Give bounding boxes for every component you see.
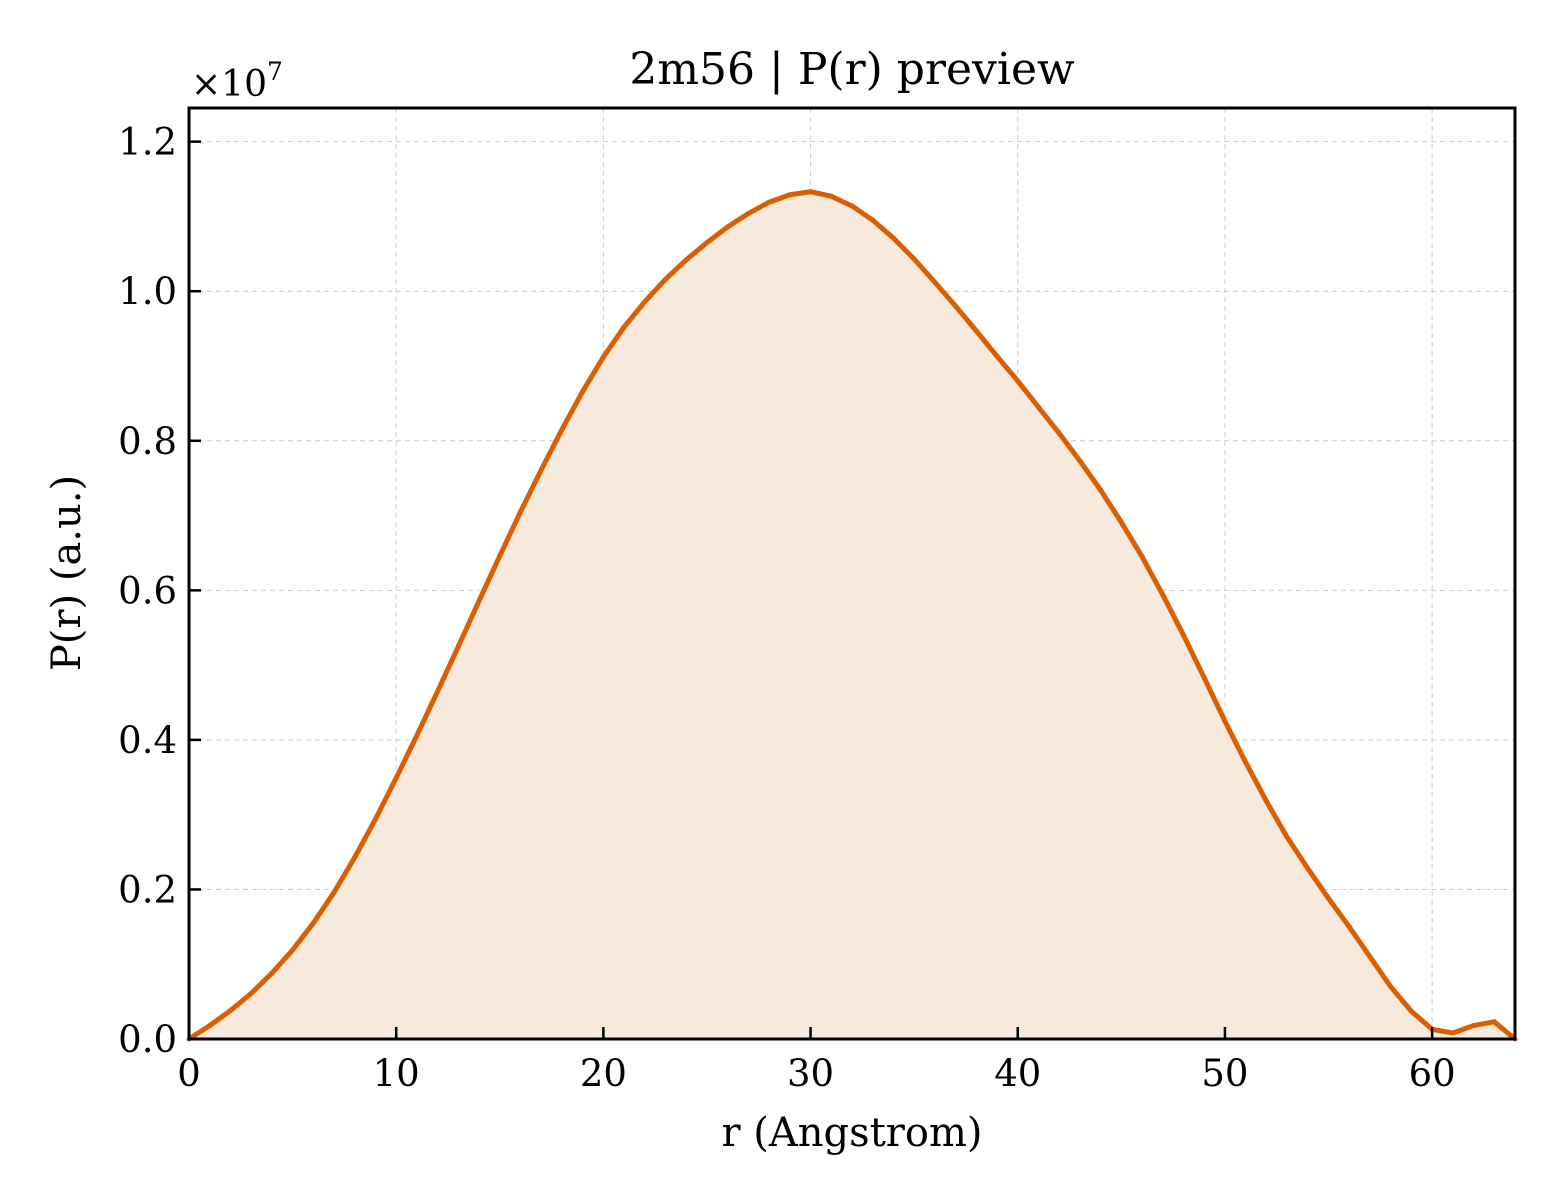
- y-tick-label: 0.0: [118, 1018, 177, 1061]
- y-axis-label: P(r) (a.u.): [44, 475, 90, 671]
- pr-data-point: [476, 598, 482, 604]
- pr-data-point: [290, 947, 296, 953]
- pr-data-point: [1077, 458, 1083, 464]
- y-tick-label: 1.0: [118, 270, 177, 313]
- pr-data-point: [1367, 954, 1373, 960]
- pr-data-point: [994, 353, 1000, 359]
- pr-data-point: [559, 427, 565, 433]
- chart-title: 2m56 | P(r) preview: [629, 44, 1075, 95]
- pr-area-fill: [189, 191, 1515, 1039]
- x-axis-label: r (Angstrom): [721, 1110, 982, 1156]
- pr-data-point: [911, 256, 917, 262]
- pr-data-point: [725, 224, 731, 230]
- pr-data-point: [1450, 1030, 1456, 1036]
- pr-data-point: [455, 643, 461, 649]
- pr-data-point: [787, 192, 793, 198]
- pr-data-point: [1243, 759, 1249, 765]
- pr-data-point: [372, 816, 378, 822]
- pr-data-point: [1471, 1023, 1477, 1029]
- pr-data-point: [600, 354, 606, 360]
- pr-data-point: [973, 328, 979, 334]
- pr-data-point: [1201, 675, 1207, 681]
- pr-data-point: [828, 193, 834, 199]
- x-tick-labels: 0 10 20 30 40 50 60: [177, 1052, 1455, 1095]
- pr-data-point: [745, 210, 751, 216]
- pr-data-point: [1326, 895, 1332, 901]
- x-tick-label: 0: [177, 1052, 201, 1095]
- x-tick-label: 30: [787, 1052, 834, 1095]
- x-tick-label: 10: [373, 1052, 420, 1095]
- pr-data-point: [621, 324, 627, 330]
- x-tick-label: 50: [1201, 1052, 1248, 1095]
- pr-data-point: [1284, 834, 1290, 840]
- pr-data-point: [808, 189, 814, 195]
- pr-data-point: [849, 203, 855, 209]
- x-tick-label: 40: [994, 1052, 1041, 1095]
- pr-data-point: [227, 1008, 233, 1014]
- y-scale-multiplier: ×107: [191, 57, 283, 105]
- y-tick-label: 0.6: [118, 569, 177, 612]
- pr-data-point: [1098, 487, 1104, 493]
- pr-data-point: [1263, 798, 1269, 804]
- y-scale-exponent: 7: [267, 57, 283, 86]
- pr-data-point: [1139, 554, 1145, 560]
- x-tick-label: 60: [1409, 1052, 1456, 1095]
- pr-data-point: [414, 732, 420, 738]
- pr-data-point: [435, 688, 441, 694]
- y-tick-labels: 0.0 0.2 0.4 0.6 0.8 1.0 1.2: [118, 121, 177, 1061]
- pr-data-point: [704, 240, 710, 246]
- pr-data-point: [766, 199, 772, 205]
- pr-data-point: [890, 235, 896, 241]
- pr-data-point: [352, 854, 358, 860]
- y-tick-label: 0.4: [118, 719, 177, 762]
- pr-data-point: [1222, 718, 1228, 724]
- pr-data-point: [580, 388, 586, 394]
- pr-data-point: [663, 276, 669, 282]
- pr-data-point: [953, 303, 959, 309]
- pr-data-point: [1346, 924, 1352, 930]
- y-tick-label: 1.2: [118, 121, 177, 164]
- pr-data-point: [248, 990, 254, 996]
- pr-data-point: [683, 257, 689, 263]
- pr-data-point: [642, 299, 648, 305]
- pr-data-point: [1305, 866, 1311, 871]
- x-tick-label: 20: [580, 1052, 627, 1095]
- pr-data-point: [269, 970, 275, 976]
- pr-data-point: [1160, 592, 1166, 598]
- y-scale-base: ×10: [191, 64, 267, 105]
- pr-data-point: [1056, 430, 1062, 436]
- pr-data-point: [331, 889, 337, 895]
- pr-data-point: [1035, 404, 1041, 410]
- y-tick-label: 0.8: [118, 420, 177, 463]
- pr-data-point: [207, 1023, 213, 1029]
- pr-data-point: [538, 467, 544, 473]
- pr-data-point: [1491, 1019, 1497, 1025]
- pr-data-point: [393, 775, 399, 781]
- pr-data-point: [1015, 378, 1021, 384]
- pr-data-point: [1388, 984, 1394, 990]
- pr-data-point: [310, 920, 316, 926]
- y-tick-label: 0.2: [118, 868, 177, 911]
- plot-frame: [187, 106, 1517, 1041]
- pr-data-point: [497, 553, 503, 559]
- pr-data-point: [1118, 519, 1124, 525]
- pr-data-point: [1181, 632, 1186, 638]
- pr-data-point: [518, 509, 523, 515]
- pr-data-point: [1408, 1008, 1414, 1014]
- pr-data-point: [870, 217, 876, 223]
- pr-data-point: [932, 279, 938, 285]
